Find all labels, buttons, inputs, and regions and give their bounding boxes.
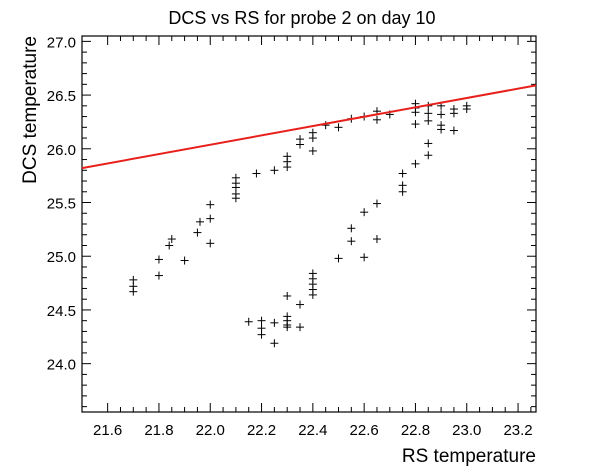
data-point	[449, 109, 458, 118]
data-point	[411, 108, 420, 117]
data-point	[283, 291, 292, 300]
data-point	[424, 151, 433, 160]
x-tick-label: 22.0	[196, 422, 225, 439]
fit-line	[81, 84, 537, 170]
x-tick-label: 22.8	[401, 422, 430, 439]
data-point	[449, 126, 458, 135]
data-marks	[81, 84, 537, 348]
x-tick-label: 21.6	[93, 422, 122, 439]
data-point	[270, 318, 279, 327]
data-point	[180, 256, 189, 265]
y-tick-label: 24.0	[47, 357, 76, 374]
data-point	[193, 228, 202, 237]
data-point	[195, 217, 204, 226]
data-point	[347, 224, 356, 233]
y-tick-label: 26.5	[47, 88, 76, 105]
chart-title: DCS vs RS for probe 2 on day 10	[168, 8, 435, 28]
data-point	[252, 169, 261, 178]
plot-border	[81, 35, 537, 413]
data-point	[424, 116, 433, 125]
data-point	[244, 317, 253, 326]
x-tick-label: 22.6	[350, 422, 379, 439]
data-point	[296, 300, 305, 309]
data-point	[424, 139, 433, 148]
data-point	[411, 120, 420, 129]
y-tick-label: 26.0	[47, 142, 76, 159]
data-point	[154, 255, 163, 264]
data-point	[296, 135, 305, 144]
data-point	[206, 239, 215, 248]
data-point	[296, 323, 305, 332]
data-point	[308, 128, 317, 137]
data-point	[360, 208, 369, 217]
data-point	[398, 169, 407, 178]
data-point	[231, 194, 240, 203]
data-point	[308, 146, 317, 155]
data-point	[398, 181, 407, 190]
plot-frame	[81, 35, 537, 413]
y-axis-label: DCS temperature	[20, 36, 41, 184]
data-point	[257, 330, 266, 339]
data-point	[283, 323, 292, 332]
data-point	[270, 339, 279, 348]
data-point	[283, 152, 292, 161]
data-point	[167, 235, 176, 244]
data-point	[270, 166, 279, 175]
data-point	[347, 237, 356, 246]
axis-ticks: 21.6 21.8 22.0 22.2 22.4 22.6 22.8 23.0 23.2 24.0…	[47, 34, 536, 439]
data-point	[206, 214, 215, 223]
y-tick-label: 27.0	[47, 34, 76, 51]
data-point	[372, 199, 381, 208]
data-point	[462, 105, 471, 114]
data-point	[372, 115, 381, 124]
data-point	[206, 200, 215, 209]
data-point	[360, 253, 369, 262]
x-axis-label: RS temperature	[402, 446, 536, 467]
y-tick-label: 25.5	[47, 196, 76, 213]
data-point	[165, 241, 174, 250]
x-tick-label: 21.8	[144, 422, 173, 439]
data-point	[257, 316, 266, 325]
data-point	[129, 287, 138, 296]
data-point	[334, 123, 343, 132]
data-point	[308, 290, 317, 299]
x-tick-label: 23.2	[503, 422, 532, 439]
data-point	[424, 109, 433, 118]
data-point	[437, 110, 446, 119]
data-point	[372, 235, 381, 244]
x-tick-label: 22.2	[247, 422, 276, 439]
data-point	[154, 271, 163, 280]
data-point	[334, 254, 343, 263]
data-point	[411, 159, 420, 168]
data-point	[437, 125, 446, 134]
x-tick-label: 23.0	[452, 422, 481, 439]
x-tick-label: 22.4	[298, 422, 327, 439]
y-tick-label: 24.5	[47, 303, 76, 320]
y-tick-label: 25.0	[47, 249, 76, 266]
